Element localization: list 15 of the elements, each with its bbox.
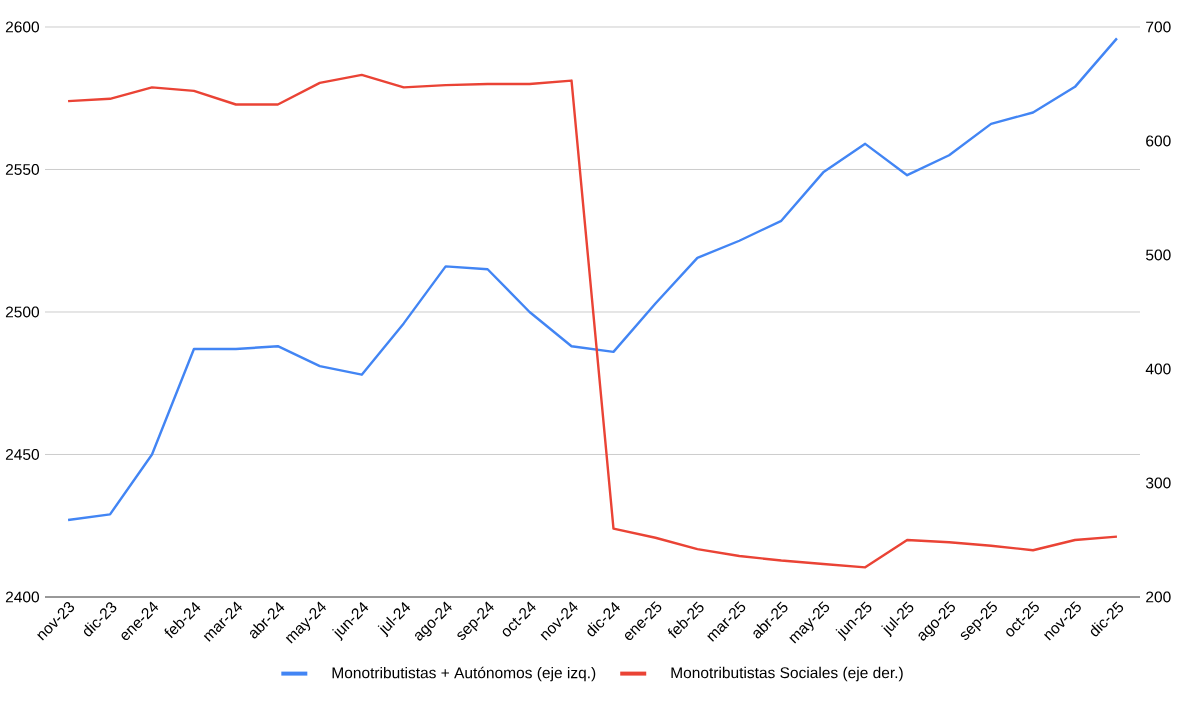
y-tick-label: 2600 xyxy=(5,21,40,33)
y2-tick-label: 400 xyxy=(1145,363,1171,375)
y-tick-label: 2450 xyxy=(5,449,40,460)
y2-tick-label: 700 xyxy=(1146,21,1171,33)
y-tick-label: 2500 xyxy=(5,306,40,318)
line-series xyxy=(66,73,1119,569)
y2-tick-label: 200 xyxy=(1146,591,1171,603)
y2-tick-label: 300 xyxy=(1145,477,1171,489)
y2-tick-label: 500 xyxy=(1146,249,1171,261)
y2-tick-label: 600 xyxy=(1146,135,1171,147)
line-series xyxy=(66,37,1119,522)
y-tick-label: 2400 xyxy=(5,591,40,603)
legend-label: Monotributistas + Autónomos (eje izq.) xyxy=(332,666,596,682)
y-tick-label: 2550 xyxy=(5,164,40,175)
legend-label: Monotributistas Sociales (eje der.) xyxy=(671,666,903,682)
